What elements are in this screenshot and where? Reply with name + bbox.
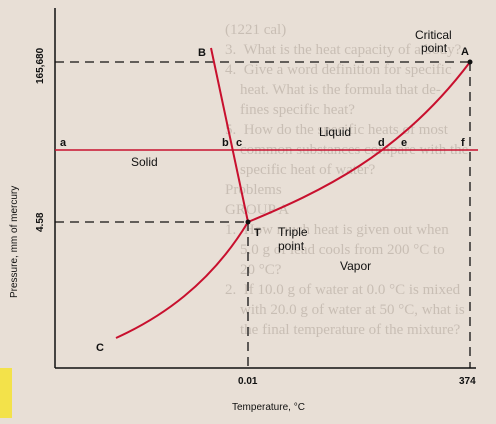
background-line: 5. How do the specific heats of most: [225, 122, 448, 138]
solid-region-label: Solid: [131, 155, 158, 169]
yellow-page-tab: [0, 368, 12, 418]
point-d-label: d: [378, 137, 385, 149]
point-C-label: C: [96, 342, 104, 354]
background-line: 2. If 10.0 g of water at 0.0 °C is mixed: [225, 282, 461, 298]
background-line: fines specific heat?: [225, 102, 355, 118]
background-line: heat. What is the formula that de-: [225, 82, 441, 98]
background-line: GROUP A: [225, 202, 290, 218]
point-A-label: A: [461, 46, 469, 58]
background-line: 5.0 g of lead cools from 200 °C to: [225, 242, 445, 258]
x-tick-high: 374: [459, 376, 476, 387]
show-through-text: (1221 cal) 3. What is the heat capacity o…: [225, 0, 496, 424]
x-tick-low: 0.01: [238, 376, 258, 387]
y-axis-title: Pressure, mm of mercury: [9, 186, 20, 298]
y-tick-high: 165,680: [35, 47, 46, 84]
y-tick-low: 4.58: [35, 212, 46, 232]
background-line: 3. What is the heat capacity of a body?: [225, 42, 462, 58]
point-a-label: a: [60, 137, 67, 149]
background-line: Problems: [225, 182, 282, 198]
triple-point-marker: [245, 219, 251, 225]
point-c-label: c: [236, 137, 242, 149]
point-b-label: b: [222, 137, 229, 149]
x-axis-title: Temperature, °C: [232, 402, 305, 413]
sublimation-curve: [115, 221, 249, 339]
background-line: specific heat of water?: [225, 162, 376, 178]
point-B-label: B: [198, 47, 206, 59]
vapor-region-label: Vapor: [340, 259, 371, 273]
point-f-label: f: [461, 137, 465, 149]
point-e-label: e: [401, 137, 407, 149]
background-line: the final temperature of the mixture?: [225, 322, 461, 338]
critical-point-label: Critical point: [415, 28, 455, 55]
liquid-region-label: Liquid: [319, 125, 351, 139]
background-line: 1. How much heat is given out when: [225, 222, 449, 238]
critical-point-marker: [467, 59, 473, 65]
triple-point-label: Triple point: [278, 225, 311, 253]
melting-curve: [210, 47, 249, 223]
background-line: 4. Give a word definition for specific: [225, 62, 452, 78]
background-line: 20 °C?: [225, 262, 282, 278]
background-line: with 20.0 g of water at 50 °C, what is: [225, 302, 465, 318]
triple-point-line2: point: [278, 239, 305, 253]
triple-point-line1: Triple: [278, 225, 308, 239]
critical-point-line1: Critical: [415, 28, 452, 42]
critical-point-line2: point: [421, 41, 448, 55]
point-T-label: T: [254, 227, 261, 239]
vaporization-curve: [247, 61, 471, 223]
background-line: (1221 cal): [225, 22, 287, 38]
